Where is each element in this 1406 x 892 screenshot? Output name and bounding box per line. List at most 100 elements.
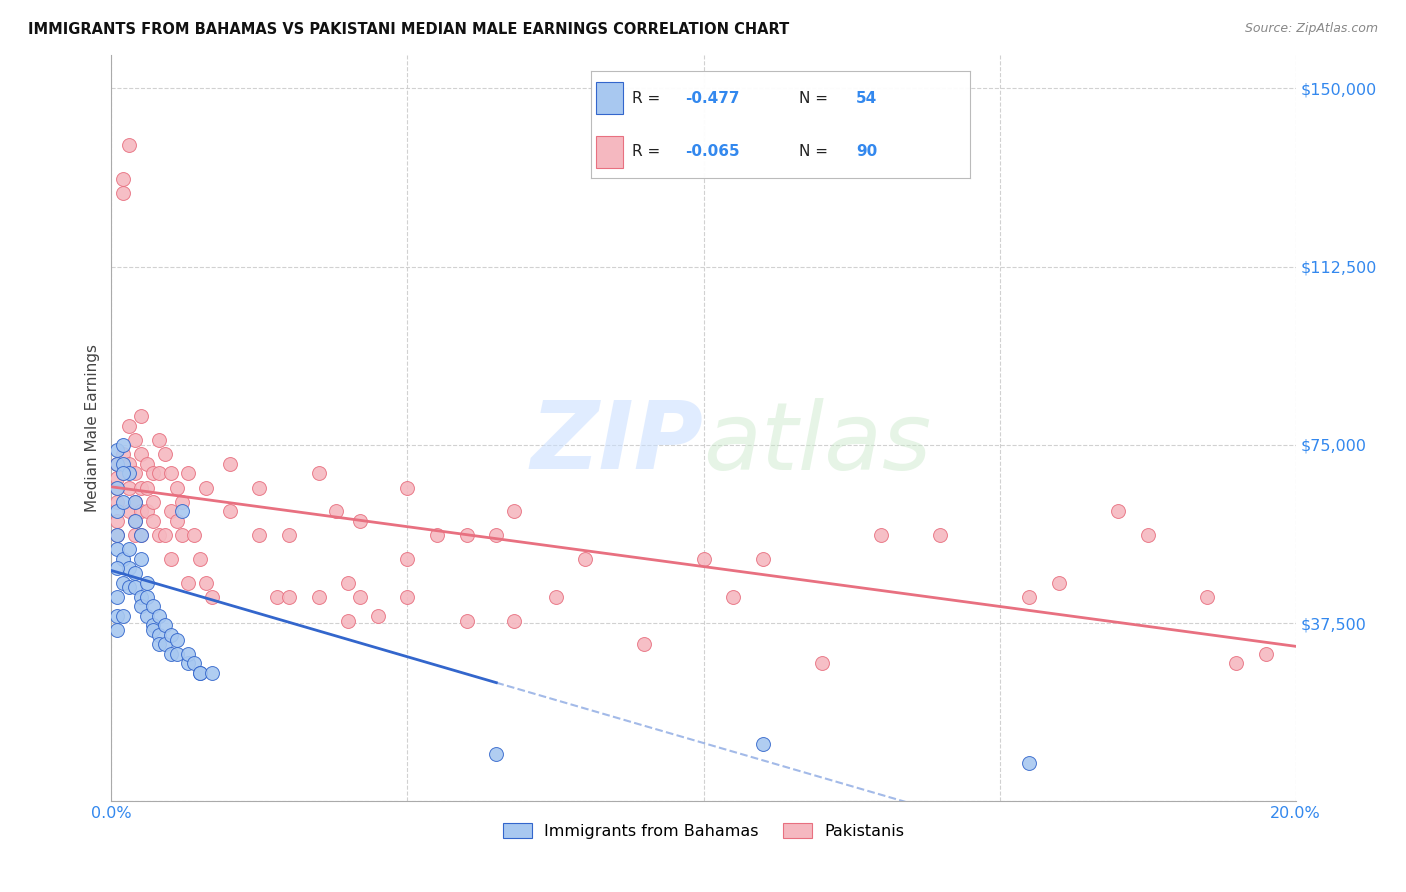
Text: -0.065: -0.065 [686, 145, 740, 159]
Point [105, 608, 128, 623]
Point [105, 471, 128, 485]
Point [177, 575, 200, 590]
Point [118, 467, 141, 481]
Point [112, 552, 135, 566]
Point [1254, 647, 1277, 661]
Point [118, 481, 141, 495]
Point [124, 514, 146, 528]
Point [1018, 756, 1040, 771]
Point [195, 575, 218, 590]
Point [129, 590, 152, 604]
FancyBboxPatch shape [596, 136, 623, 168]
Point [124, 580, 146, 594]
Point [105, 504, 128, 518]
Point [266, 590, 288, 604]
Point [142, 618, 165, 632]
Point [159, 552, 181, 566]
Point [159, 647, 181, 661]
Point [148, 628, 170, 642]
Point [105, 457, 128, 471]
Point [118, 504, 141, 518]
Point [692, 552, 714, 566]
Point [218, 457, 240, 471]
Point [142, 495, 165, 509]
Point [159, 467, 181, 481]
Point [129, 447, 152, 461]
Point [105, 481, 128, 495]
Point [396, 481, 419, 495]
Point [118, 580, 141, 594]
Point [124, 528, 146, 542]
Point [574, 552, 596, 566]
Point [201, 590, 224, 604]
Point [129, 552, 152, 566]
Point [337, 614, 360, 628]
Point [124, 433, 146, 447]
Point [129, 481, 152, 495]
Point [308, 590, 330, 604]
Point [249, 528, 271, 542]
Point [1107, 504, 1129, 518]
Point [153, 528, 176, 542]
Point [112, 457, 135, 471]
Point [183, 657, 205, 671]
Point [278, 528, 301, 542]
Point [142, 467, 165, 481]
Point [136, 575, 159, 590]
Point [503, 614, 526, 628]
Y-axis label: Median Male Earnings: Median Male Earnings [86, 344, 100, 512]
Point [396, 590, 419, 604]
Text: -0.477: -0.477 [686, 91, 740, 105]
Point [349, 590, 371, 604]
Point [136, 608, 159, 623]
Point [153, 447, 176, 461]
Point [503, 504, 526, 518]
Point [811, 657, 834, 671]
Point [112, 495, 135, 509]
Point [118, 561, 141, 575]
Point [426, 528, 449, 542]
Point [124, 495, 146, 509]
Point [129, 409, 152, 424]
Point [172, 495, 194, 509]
Point [177, 647, 200, 661]
Text: 54: 54 [856, 91, 877, 105]
Text: R =: R = [633, 91, 665, 105]
Point [105, 528, 128, 542]
Point [105, 514, 128, 528]
Point [142, 623, 165, 637]
Point [105, 528, 128, 542]
Point [112, 575, 135, 590]
Legend: Immigrants from Bahamas, Pakistanis: Immigrants from Bahamas, Pakistanis [496, 816, 911, 846]
Point [456, 614, 478, 628]
Text: N =: N = [799, 145, 834, 159]
Point [124, 495, 146, 509]
Text: R =: R = [633, 145, 665, 159]
Point [485, 747, 508, 761]
Point [325, 504, 347, 518]
Point [105, 623, 128, 637]
Point [201, 665, 224, 680]
Point [153, 618, 176, 632]
Point [112, 467, 135, 481]
Point [177, 657, 200, 671]
Point [1225, 657, 1247, 671]
Point [367, 608, 389, 623]
Point [1195, 590, 1218, 604]
Point [172, 528, 194, 542]
Point [752, 552, 775, 566]
Point [1136, 528, 1159, 542]
Point [118, 418, 141, 433]
Point [721, 590, 744, 604]
Point [129, 599, 152, 614]
Point [136, 457, 159, 471]
Point [136, 590, 159, 604]
Point [752, 737, 775, 751]
Point [105, 542, 128, 557]
Text: ZIP: ZIP [530, 397, 703, 489]
Point [129, 504, 152, 518]
Point [105, 590, 128, 604]
Point [188, 665, 211, 680]
Point [124, 514, 146, 528]
Point [112, 447, 135, 461]
